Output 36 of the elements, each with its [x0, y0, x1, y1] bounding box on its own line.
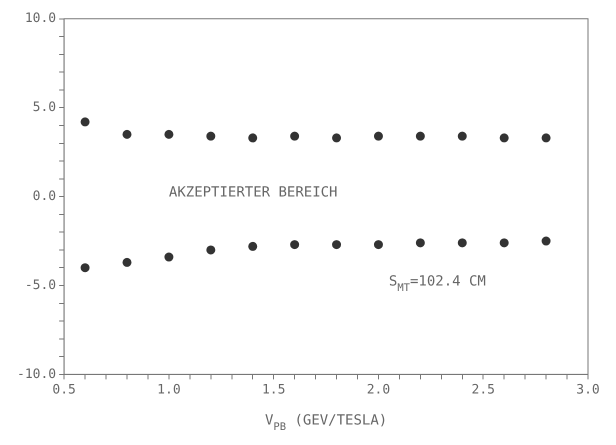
point: [416, 238, 425, 248]
point: [374, 240, 383, 250]
x-tick-label: 1.5: [262, 382, 286, 398]
point: [290, 132, 300, 141]
x-tick-label: 0.5: [52, 382, 76, 398]
point: [290, 240, 300, 250]
x-tick-label: 3.0: [576, 382, 600, 398]
y-tick-label: 10.0: [24, 11, 56, 26]
annotation: AKZEPTIERTER BEREICH: [168, 184, 338, 201]
point: [458, 132, 467, 141]
point: [374, 132, 383, 141]
y-tick-label: 5.0: [32, 100, 56, 116]
x-tick-label: 1.0: [157, 382, 181, 398]
point: [332, 240, 342, 250]
point: [500, 238, 509, 248]
point: [164, 252, 174, 262]
point: [542, 236, 551, 246]
point: [80, 117, 90, 126]
y-tick-label: -5.0: [24, 278, 56, 293]
x-tick-label: 2.5: [471, 382, 495, 398]
y-tick-label: -10.0: [16, 366, 56, 382]
point: [332, 133, 342, 142]
point: [122, 130, 132, 139]
point: [206, 245, 216, 254]
point: [542, 133, 551, 142]
point: [122, 258, 132, 267]
y-tick-label: 0.0: [32, 188, 56, 204]
point: [206, 132, 216, 141]
point: [248, 242, 258, 251]
point: [500, 133, 509, 142]
point: [458, 238, 467, 248]
point: [416, 132, 425, 141]
point: [80, 263, 90, 272]
point: [164, 130, 174, 139]
x-tick-label: 2.0: [366, 382, 390, 398]
point: [248, 133, 258, 142]
